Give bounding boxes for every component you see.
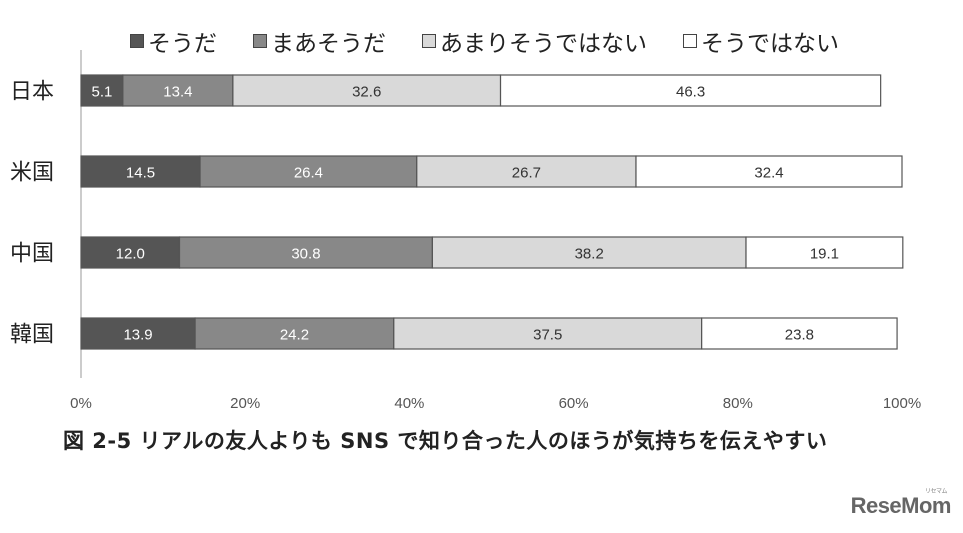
bar-segment-0-1 [122,74,234,107]
bar-segment-1-2 [416,155,637,188]
data-label-3-3: 23.8 [785,327,814,344]
bar-segment-3-1 [194,317,395,350]
bar-segment-0-0 [80,74,124,107]
data-label-1-1: 26.4 [294,165,323,182]
bar-segment-0-3 [499,74,882,107]
category-label-2: 中国 [10,242,54,267]
legend-label-1: まあそうだ [271,31,386,57]
legend-item-1: まあそうだ [253,24,386,58]
category-label-1: 米国 [10,161,54,186]
resemom-logo: リセマム ReseMom [850,489,952,519]
legend-swatch-1 [253,34,267,48]
x-tick-label-1: 20% [230,395,260,412]
bar-segment-1-1 [199,155,418,188]
data-label-2-3: 19.1 [810,246,839,263]
bar-segment-2-2 [431,236,747,269]
legend-label-2: あまりそうではない [440,31,647,57]
category-label-0: 日本 [10,80,54,105]
data-label-2-0: 12.0 [116,246,145,263]
x-tick-label-3: 60% [559,395,589,412]
x-tick-label-4: 80% [723,395,753,412]
legend-swatch-2 [422,34,436,48]
data-label-1-2: 26.7 [512,165,541,182]
x-tick-label-2: 40% [394,395,424,412]
data-label-0-2: 32.6 [352,84,381,101]
data-label-3-2: 37.5 [533,327,562,344]
data-label-2-2: 38.2 [575,246,604,263]
legend-label-3: そうではない [701,31,839,57]
data-label-0-0: 5.1 [92,84,113,101]
chart-legend: そうだ まあそうだ あまりそうではない そうではない [130,24,839,58]
data-label-0-1: 13.4 [163,84,192,101]
legend-swatch-0 [130,34,144,48]
data-label-1-3: 32.4 [754,165,783,182]
legend-item-0: そうだ [130,24,217,58]
logo-subtext: リセマム [924,489,948,495]
bar-segment-2-1 [178,236,433,269]
logo-text: ReseMom [850,493,952,518]
x-tick-label-0: 0% [70,395,92,412]
data-label-3-1: 24.2 [280,327,309,344]
data-label-3-0: 13.9 [123,327,152,344]
legend-item-3: そうではない [683,24,839,58]
bar-segment-1-3 [635,155,903,188]
category-label-3: 韓国 [10,323,54,348]
bar-segment-3-2 [393,317,703,350]
x-tick-label-5: 100% [883,395,921,412]
figure-caption: 図 2-5 リアルの友人よりも SNS で知り合った人のほうが気持ちを伝えやすい [63,429,828,453]
data-label-0-3: 46.3 [676,84,705,101]
legend-swatch-3 [683,34,697,48]
stacked-bar-chart: 日本 5.1 13.4 32.6 46.3 米国 14.5 26.4 26.7 32.4 中国 12.… [10,50,921,412]
legend-item-2: あまりそうではない [422,24,647,58]
data-label-1-0: 14.5 [126,165,155,182]
bar-segment-3-3 [701,317,898,350]
bar-segment-0-2 [232,74,502,107]
legend-label-0: そうだ [148,31,217,57]
bar-segment-3-0 [80,317,196,350]
data-label-2-1: 30.8 [291,246,320,263]
bar-segment-2-3 [745,236,904,269]
